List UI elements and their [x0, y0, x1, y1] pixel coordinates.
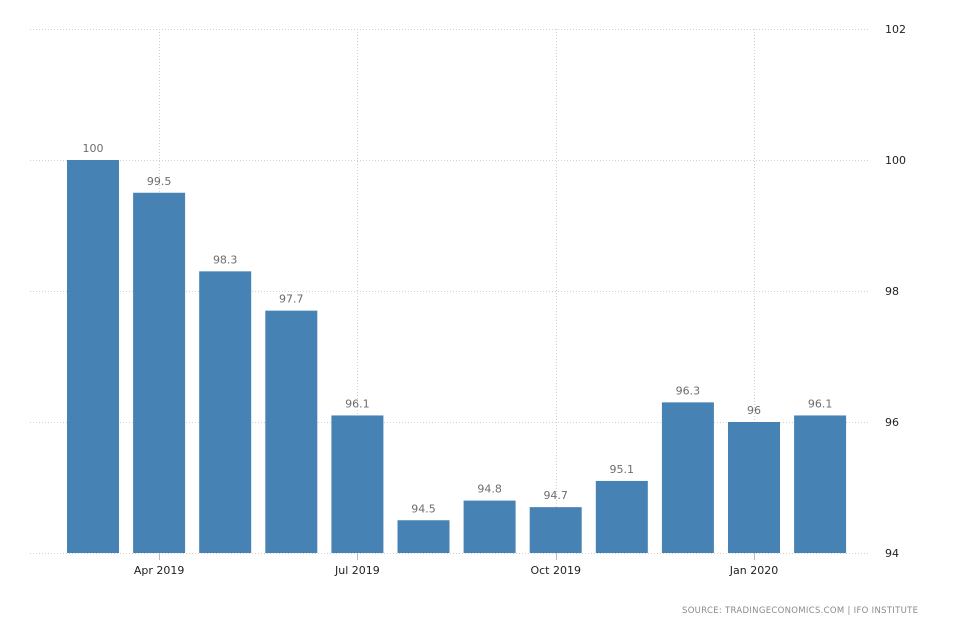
y-tick-label: 98	[885, 285, 899, 298]
data-label: 95.1	[610, 463, 635, 476]
x-tick-label: Apr 2019	[134, 564, 185, 577]
data-label: 98.3	[213, 253, 238, 266]
bar-oct-2019	[529, 507, 582, 553]
data-label: 97.7	[279, 293, 304, 306]
bar-aug-2019	[397, 520, 450, 553]
bar-mar-2019	[67, 160, 119, 553]
data-label: 94.7	[543, 489, 568, 502]
data-label: 96.3	[676, 384, 701, 397]
data-label: 100	[83, 142, 104, 155]
y-tick-label: 94	[885, 547, 899, 560]
bar-dec-2019	[661, 402, 714, 553]
y-tick-label: 96	[885, 416, 899, 429]
data-label: 96.1	[345, 397, 370, 410]
data-label: 96.1	[808, 397, 833, 410]
bar-apr-2019	[133, 192, 186, 553]
x-tick-label: Oct 2019	[530, 564, 581, 577]
x-tick-label: Jul 2019	[334, 564, 380, 577]
source-note: SOURCE: TRADINGECONOMICS.COM | IFO INSTI…	[682, 606, 919, 616]
data-label: 94.5	[411, 502, 436, 515]
data-label: 99.5	[147, 175, 172, 188]
bar-jun-2019	[265, 310, 318, 553]
bar-feb-2020	[794, 415, 847, 553]
bar-may-2019	[199, 271, 252, 553]
bar-sep-2019	[463, 500, 516, 553]
x-tick-label: Jan 2020	[729, 564, 778, 577]
y-tick-label: 100	[885, 154, 906, 167]
data-label: 94.8	[477, 483, 502, 496]
bar-jan-2020	[728, 422, 780, 553]
y-tick-label: 102	[885, 23, 906, 36]
bar-jul-2019	[331, 415, 384, 553]
bar-nov-2019	[595, 480, 648, 553]
data-label: 96	[747, 404, 761, 417]
